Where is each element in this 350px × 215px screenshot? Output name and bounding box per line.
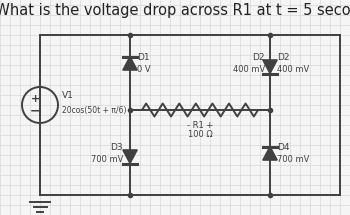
Polygon shape [123, 150, 137, 163]
Text: 700 mV: 700 mV [91, 155, 123, 164]
Text: - R1 +: - R1 + [187, 121, 213, 130]
Polygon shape [123, 57, 137, 70]
Text: 700 mV: 700 mV [277, 155, 309, 164]
Text: 400 mV: 400 mV [277, 66, 309, 75]
Text: D2: D2 [277, 54, 289, 63]
Text: D1: D1 [137, 54, 150, 63]
Polygon shape [263, 146, 277, 160]
Text: 100 Ω: 100 Ω [188, 130, 212, 139]
Text: D3: D3 [110, 143, 123, 152]
Polygon shape [263, 60, 277, 74]
Text: 0 V: 0 V [137, 64, 150, 74]
Text: 400 mV: 400 mV [233, 66, 265, 75]
Text: D4: D4 [277, 143, 289, 152]
Text: V1: V1 [62, 92, 74, 100]
Text: Q2. What is the voltage drop across R1 at t = 5 seconds?: Q2. What is the voltage drop across R1 a… [0, 3, 350, 18]
Text: 20cos(50t + π/6): 20cos(50t + π/6) [62, 106, 126, 115]
Text: −: − [30, 104, 40, 118]
Text: D2: D2 [252, 54, 265, 63]
Text: +: + [30, 94, 40, 104]
